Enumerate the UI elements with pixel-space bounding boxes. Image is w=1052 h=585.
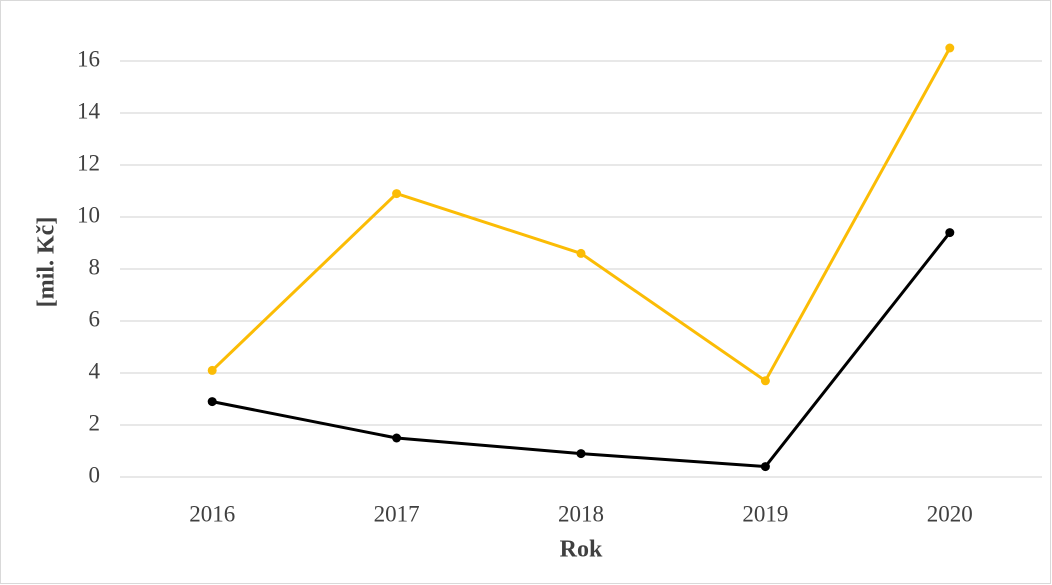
x-tick-label: 2017 bbox=[374, 501, 420, 526]
x-tick-label: 2019 bbox=[742, 501, 788, 526]
point bbox=[576, 248, 586, 258]
x-tick-label: 2016 bbox=[189, 501, 235, 526]
point bbox=[945, 228, 955, 238]
y-tick-label: 0 bbox=[89, 462, 101, 487]
y-tick-label: 12 bbox=[77, 150, 100, 175]
point bbox=[576, 449, 586, 459]
point bbox=[760, 462, 770, 472]
y-tick-label: 6 bbox=[89, 306, 101, 331]
point bbox=[207, 365, 217, 375]
y-tick-label: 4 bbox=[89, 358, 101, 383]
y-tick-label: 14 bbox=[77, 98, 101, 123]
point bbox=[392, 433, 402, 443]
y-tick-label: 10 bbox=[77, 202, 100, 227]
y-tick-label: 2 bbox=[89, 410, 101, 435]
point bbox=[392, 189, 402, 199]
x-tick-label: 2020 bbox=[927, 501, 973, 526]
y-axis-title: [mil. Kč] bbox=[34, 217, 60, 308]
y-tick-label: 8 bbox=[89, 254, 101, 279]
point bbox=[945, 43, 955, 53]
point bbox=[760, 376, 770, 386]
x-tick-label: 2018 bbox=[558, 501, 604, 526]
y-tick-label: 16 bbox=[77, 46, 100, 71]
point bbox=[207, 397, 217, 407]
x-axis-title: Rok bbox=[560, 537, 603, 563]
